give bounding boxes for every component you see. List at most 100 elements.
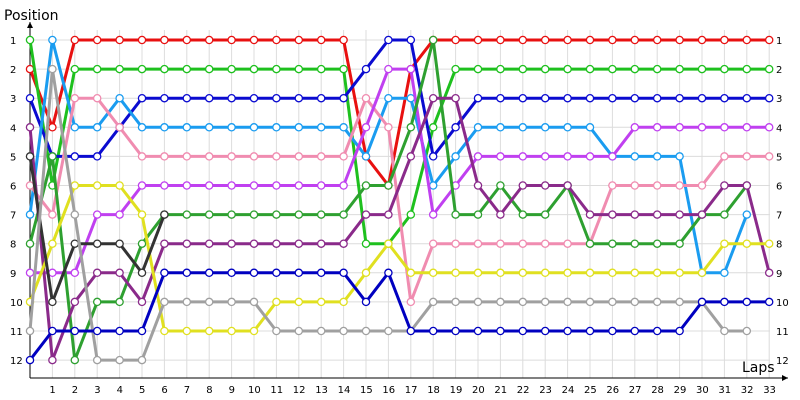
data-point (585, 35, 595, 45)
data-point (496, 35, 505, 45)
data-point (339, 93, 348, 103)
data-point (227, 268, 236, 278)
y-tick-label-right: 12 (776, 356, 789, 367)
data-point (428, 93, 438, 103)
data-point (182, 181, 192, 190)
data-point (428, 326, 438, 336)
data-point (339, 64, 348, 74)
data-point (540, 64, 550, 74)
data-point (227, 35, 236, 45)
y-tick-label-right: 2 (776, 65, 782, 76)
data-point (115, 93, 124, 103)
data-point (384, 64, 393, 74)
x-tick-label: 12 (293, 385, 306, 396)
data-point (137, 210, 147, 219)
data-point (540, 35, 550, 45)
data-point (160, 239, 169, 248)
data-point (204, 210, 214, 219)
data-point (25, 181, 35, 190)
data-point (697, 268, 707, 278)
data-point (316, 93, 326, 103)
data-point (294, 35, 304, 45)
data-point (406, 297, 416, 307)
data-point (92, 268, 102, 278)
data-point (272, 35, 281, 45)
y-tick-label-right: 4 (776, 123, 782, 134)
data-point (451, 93, 460, 103)
x-tick-label: 24 (562, 385, 575, 396)
data-point (697, 93, 707, 103)
y-tick-label-left: 10 (10, 298, 23, 309)
data-point (518, 210, 528, 219)
x-tick-label: 16 (382, 385, 395, 396)
data-point (496, 239, 505, 248)
data-point (115, 355, 124, 365)
data-point (227, 93, 236, 103)
data-point (675, 297, 684, 307)
x-tick-label: 1 (49, 385, 55, 396)
y-tick-label-left: 4 (10, 123, 16, 134)
data-point (137, 181, 147, 190)
data-point (473, 181, 483, 190)
data-point (428, 181, 438, 190)
data-point (361, 152, 371, 161)
data-point (764, 123, 774, 132)
data-point (585, 64, 595, 74)
data-point (137, 326, 147, 336)
data-point (160, 297, 169, 307)
data-point (70, 297, 80, 307)
data-point (361, 123, 371, 132)
data-point (675, 35, 684, 45)
data-point (742, 93, 752, 103)
data-point (160, 35, 169, 45)
data-point (384, 210, 393, 219)
data-point (608, 268, 617, 278)
data-point (697, 181, 707, 190)
data-point (70, 152, 80, 161)
data-point (473, 239, 483, 248)
data-point (473, 326, 483, 336)
data-point (608, 326, 617, 336)
data-point (48, 152, 57, 161)
data-point (496, 64, 505, 74)
data-point (652, 326, 662, 336)
data-point (92, 181, 102, 190)
x-tick-label: 28 (651, 385, 664, 396)
data-point (518, 152, 528, 161)
data-point (406, 93, 416, 103)
data-point (316, 239, 326, 248)
data-point (742, 181, 752, 190)
series-line (28, 38, 771, 158)
data-point (182, 35, 192, 45)
data-point (92, 123, 102, 132)
data-point (675, 152, 684, 161)
data-point (496, 268, 505, 278)
data-point (563, 181, 572, 190)
data-point (294, 326, 304, 336)
x-tick-label: 11 (270, 385, 283, 396)
data-point (384, 35, 393, 45)
grid (30, 30, 770, 378)
data-point (496, 181, 505, 190)
data-point (540, 297, 550, 307)
x-tick-label: 2 (72, 385, 78, 396)
data-point (496, 123, 505, 132)
data-point (428, 123, 438, 132)
data-point (70, 35, 80, 45)
data-point (384, 181, 393, 190)
data-point (294, 181, 304, 190)
data-point (608, 64, 617, 74)
data-point (361, 210, 371, 219)
data-point (137, 268, 147, 278)
data-point (48, 64, 57, 74)
y-tick-label-right: 3 (776, 94, 782, 105)
data-point (451, 123, 460, 132)
data-point (764, 239, 774, 248)
data-point (585, 210, 595, 219)
data-point (585, 152, 595, 161)
data-point (25, 64, 35, 74)
data-point (227, 152, 236, 161)
data-point (25, 326, 35, 336)
x-tick-label: 3 (94, 385, 100, 396)
